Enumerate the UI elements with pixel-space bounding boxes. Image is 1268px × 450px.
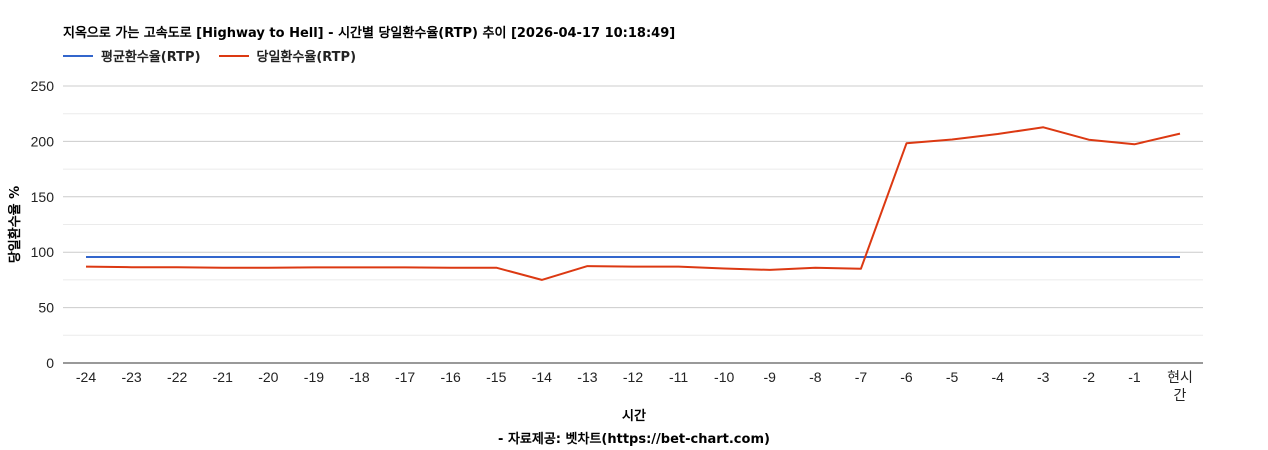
x-tick-label: -5 (946, 369, 959, 385)
legend-item-daily-rtp[interactable]: 당일환수율(RTP) (218, 46, 357, 65)
x-tick-label: -6 (900, 369, 913, 385)
x-tick-label: -4 (991, 369, 1004, 385)
chart-legend: 평균환수율(RTP) 당일환수율(RTP) (63, 46, 374, 65)
y-tick-label: 200 (31, 133, 55, 149)
legend-item-average-rtp[interactable]: 평균환수율(RTP) (63, 46, 201, 65)
x-tick-label: -20 (258, 369, 278, 385)
legend-label-daily-rtp: 당일환수율(RTP) (256, 50, 357, 65)
x-tick-label: 간 (1174, 387, 1187, 403)
x-tick-label: -10 (714, 369, 734, 385)
x-tick-label: -8 (809, 369, 822, 385)
x-tick-label: 현시 (1167, 369, 1193, 385)
x-tick-label: -7 (855, 369, 868, 385)
x-tick-label: -24 (76, 369, 96, 385)
x-tick-label: -22 (167, 369, 187, 385)
x-tick-label: -11 (669, 369, 688, 385)
x-tick-label: -18 (349, 369, 369, 385)
x-axis-title: 시간 (622, 409, 646, 424)
x-tick-label: -16 (441, 369, 461, 385)
x-tick-label: -17 (395, 369, 415, 385)
y-axis-title: 당일환수율 % (7, 186, 23, 263)
x-tick-label: -19 (304, 369, 324, 385)
y-tick-label: 100 (31, 244, 55, 260)
x-tick-label: -2 (1083, 369, 1096, 385)
x-tick-label: -12 (623, 369, 643, 385)
x-tick-label: -9 (764, 369, 777, 385)
x-tick-label: -14 (532, 369, 552, 385)
x-tick-label: -23 (121, 369, 141, 385)
x-tick-label: -13 (577, 369, 597, 385)
legend-swatch-daily-rtp (218, 54, 249, 57)
series-daily-rtp-line (85, 126, 1181, 281)
legend-swatch-average-rtp (63, 54, 93, 57)
x-tick-label: -15 (486, 369, 506, 385)
y-tick-label: 50 (38, 300, 54, 316)
y-tick-label: 0 (46, 355, 54, 371)
y-tick-label: 250 (31, 78, 55, 94)
legend-label-average-rtp: 평균환수율(RTP) (101, 50, 201, 65)
data-source-credit: - 자료제공: 벳차트(https://bet-chart.com) (498, 432, 770, 447)
y-tick-label: 150 (31, 189, 55, 205)
x-tick-label: -1 (1128, 369, 1141, 385)
x-tick-label: -21 (213, 369, 233, 385)
x-tick-label: -3 (1037, 369, 1050, 385)
chart-title: 지옥으로 가는 고속도로 [Highway to Hell] - 시간별 당일환… (63, 26, 676, 41)
